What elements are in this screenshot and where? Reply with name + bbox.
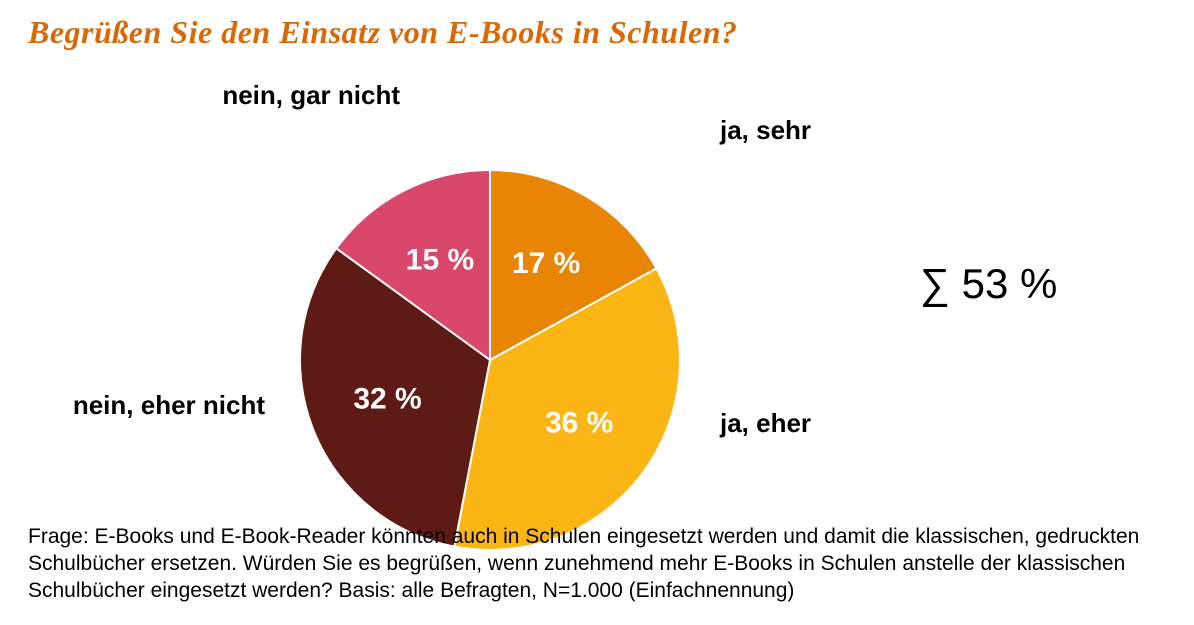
slice-external-label: ja, sehr [720,115,811,146]
slice-percent-label: 36 % [545,407,613,440]
slice-percent-label: 15 % [406,244,474,277]
slice-percent-label: 17 % [512,247,580,280]
pie-chart: 17 % 36 % 32 % 15 % [0,70,1194,590]
page-title: Begrüßen Sie den Einsatz von E-Books in … [28,14,737,51]
question-caption: Frage: E-Books und E-Book-Reader könnten… [28,524,1166,605]
slice-percent-label: 32 % [353,382,421,415]
slice-external-label: nein, eher nicht [73,390,265,421]
slice-external-label: ja, eher [720,408,811,439]
summary-total: ∑ 53 % [920,260,1057,308]
slice-external-label: nein, gar nicht [222,80,400,111]
